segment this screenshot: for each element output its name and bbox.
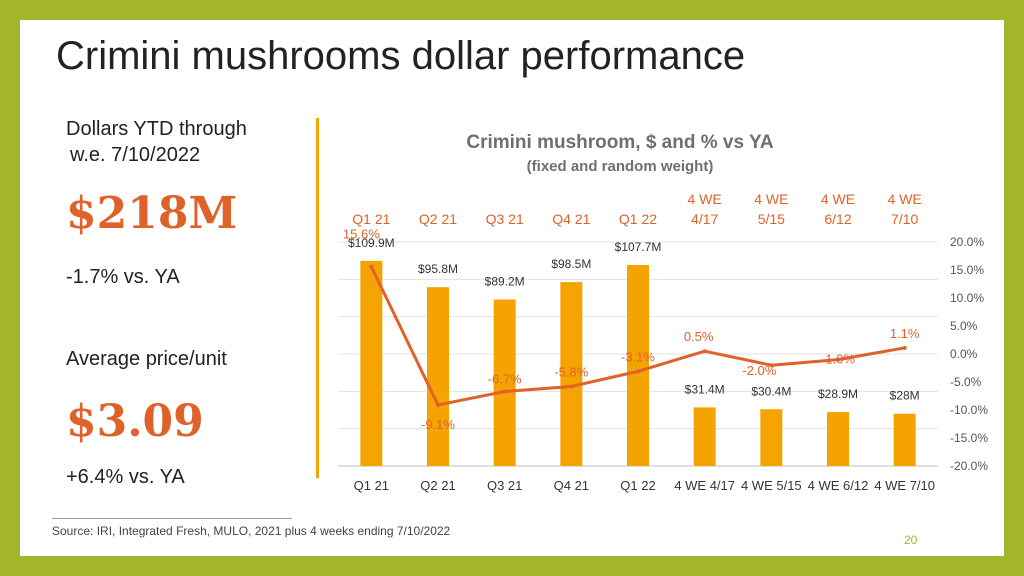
top-category-label: Q2 21 <box>419 211 457 227</box>
line-value-label: -3.1% <box>621 349 655 364</box>
ytd-label: Dollars YTD through w.e. 7/10/2022 <box>66 116 296 168</box>
ytd-label-line2: w.e. 7/10/2022 <box>70 144 201 166</box>
bar <box>893 413 916 466</box>
avg-price-label: Average price/unit <box>66 348 227 370</box>
line-point <box>902 345 907 350</box>
top-category-label: Q4 21 <box>552 211 590 227</box>
top-category-label: 4 WE <box>688 191 722 207</box>
top-category-label: Q1 22 <box>619 211 657 227</box>
ytd-label-line1: Dollars YTD through <box>66 118 247 140</box>
bar-value-label: $30.4M <box>751 384 791 398</box>
right-axis-tick-label: -20.0% <box>950 459 988 473</box>
right-axis-tick-label: -5.0% <box>950 375 982 389</box>
right-axis-tick-label: 20.0% <box>950 235 984 249</box>
page-number: 20 <box>904 533 918 547</box>
line-point <box>702 349 707 354</box>
bar-value-label: $28.9M <box>818 387 858 401</box>
x-axis-tick-label: 4 WE 7/10 <box>874 478 935 493</box>
bar-value-label: $95.8M <box>418 262 458 276</box>
bar-value-label: $107.7M <box>615 240 662 254</box>
top-category-label: 6/12 <box>824 211 851 227</box>
top-category-label: 4/17 <box>691 211 718 227</box>
line-value-label: 15.6% <box>343 227 380 242</box>
line-point <box>636 369 640 374</box>
line-value-label: -6.7% <box>488 372 522 387</box>
x-axis-tick-label: 4 WE 5/15 <box>741 478 802 493</box>
x-axis-tick-label: Q2 21 <box>420 478 455 493</box>
line-point <box>569 384 574 389</box>
top-category-label: 7/10 <box>891 211 918 227</box>
top-category-label: Q1 21 <box>352 211 390 227</box>
bar <box>693 407 716 466</box>
right-axis-tick-label: 15.0% <box>950 263 984 277</box>
top-category-label: 4 WE <box>888 191 922 207</box>
slide-title: Crimini mushrooms dollar performance <box>56 34 746 78</box>
line-value-label: -5.8% <box>554 364 588 379</box>
top-category-label: Q3 21 <box>486 211 524 227</box>
bar <box>427 287 449 466</box>
source-note: Source: IRI, Integrated Fresh, MULO, 202… <box>52 524 451 538</box>
right-axis-tick-label: 0.0% <box>950 347 978 361</box>
avg-price-value: $3.09 <box>66 396 204 447</box>
bar-value-label: $98.5M <box>551 257 591 271</box>
bar <box>827 412 849 466</box>
x-axis-tick-label: 4 WE 6/12 <box>808 478 869 493</box>
line-value-label: 1.1% <box>890 326 920 341</box>
top-category-label: 4 WE <box>754 191 788 207</box>
bar <box>760 409 783 466</box>
line-point <box>369 264 374 269</box>
right-axis-tick-label: 10.0% <box>950 291 984 305</box>
right-axis-tick-label: -10.0% <box>950 403 988 417</box>
line-value-label: -9.1% <box>421 417 455 432</box>
line-value-label: -2.0% <box>742 363 776 378</box>
bar-value-label: $89.2M <box>485 274 525 288</box>
bar <box>560 282 583 466</box>
right-axis-tick-label: -15.0% <box>950 431 988 445</box>
x-axis-tick-label: 4 WE 4/17 <box>674 478 735 493</box>
bar-value-label: $109.9M <box>348 236 395 250</box>
right-axis-tick-label: 5.0% <box>950 319 978 333</box>
x-axis-tick-label: Q3 21 <box>487 478 522 493</box>
line-point <box>769 363 774 368</box>
line-value-label: -1.0% <box>821 352 855 367</box>
bar-value-label: $28M <box>890 389 920 403</box>
top-category-label: 5/15 <box>758 211 785 227</box>
ytd-value: $218M <box>66 188 238 239</box>
bar <box>360 260 383 466</box>
avg-price-change: +6.4% vs. YA <box>66 466 185 488</box>
bar-value-label: $31.4M <box>685 382 725 396</box>
chart-subtitle: (fixed and random weight) <box>526 158 714 175</box>
line-value-label: 0.5% <box>684 329 714 344</box>
vertical-divider <box>316 118 319 478</box>
ytd-change: -1.7% vs. YA <box>66 266 180 288</box>
chart-title: Crimini mushroom, $ and % vs YA <box>466 132 774 153</box>
line-point <box>502 389 507 394</box>
bar <box>627 264 649 466</box>
source-divider <box>52 518 292 519</box>
slide: Crimini mushrooms dollar performance Dol… <box>20 20 1004 556</box>
line-point <box>836 357 840 362</box>
top-category-label: 4 WE <box>821 191 855 207</box>
line-point <box>436 402 440 407</box>
bar <box>493 299 516 466</box>
x-axis-tick-label: Q4 21 <box>554 478 589 493</box>
x-axis-tick-label: Q1 22 <box>620 478 655 493</box>
x-axis-tick-label: Q1 21 <box>354 478 389 493</box>
